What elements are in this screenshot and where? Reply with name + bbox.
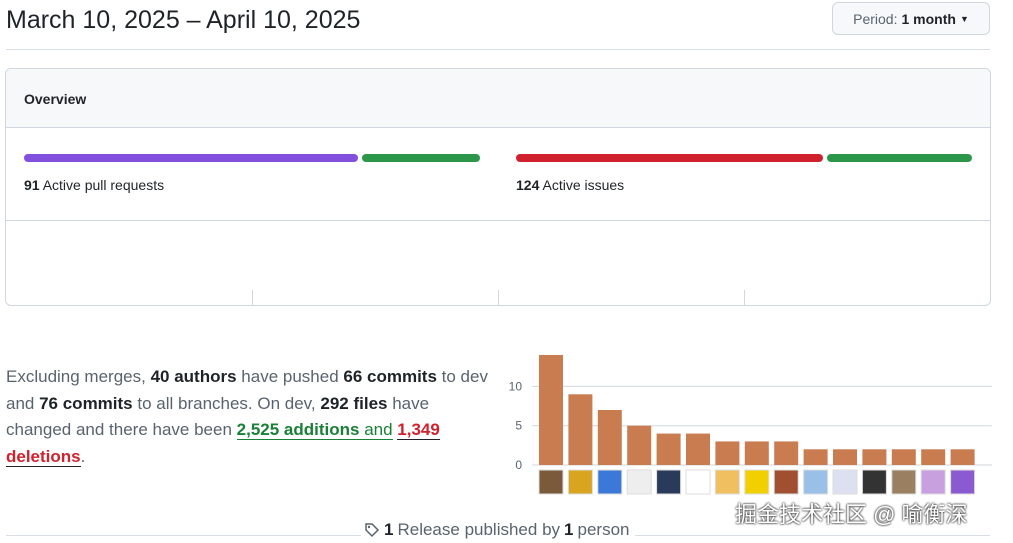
summary-text-part: .	[80, 446, 86, 466]
divider	[6, 535, 361, 536]
summary-highlight: 76 commits	[39, 393, 133, 413]
issue-bar	[516, 154, 972, 162]
avatar	[950, 469, 976, 495]
release-count: 1	[564, 520, 574, 539]
summary-text-part: have changed and there have been	[6, 393, 430, 440]
avatar	[538, 469, 564, 495]
avatar	[714, 469, 740, 495]
avatar	[597, 469, 623, 495]
avatar	[832, 469, 858, 495]
tag-icon	[365, 523, 380, 538]
avatar	[891, 469, 917, 495]
bar-segment	[24, 154, 358, 162]
issue-summary: 124 Active issues	[516, 177, 624, 193]
avatar	[744, 469, 770, 495]
bar	[862, 449, 887, 465]
stat-cell: 84Closed issues	[498, 290, 744, 305]
commit-chart: 0 5 10	[509, 355, 992, 495]
bar	[597, 410, 622, 465]
avatar	[685, 469, 711, 495]
summary-highlight: 66 commits	[343, 367, 437, 386]
bar-segment	[826, 154, 972, 162]
bar	[568, 394, 593, 465]
bar	[686, 433, 710, 465]
pr-summary: 91 Active pull requests	[24, 177, 164, 193]
bar	[627, 425, 652, 465]
avatar	[861, 469, 887, 495]
period-value: 1 month	[901, 10, 956, 27]
bar	[656, 433, 681, 465]
summary-highlight: 1,349 deletions	[6, 420, 440, 467]
summary-text-part: have pushed	[236, 367, 344, 386]
bar	[891, 449, 916, 465]
period-label: Period:	[853, 10, 898, 27]
y-tick-label: 5	[515, 419, 522, 433]
bar	[744, 441, 769, 465]
bar	[921, 449, 946, 465]
release-line: 1 Release published by 1 person	[364, 520, 629, 540]
stat-cell: 24Open pull requests	[252, 290, 498, 305]
summary-highlight: 40 authors	[150, 367, 237, 386]
bar-segment	[516, 154, 823, 162]
summary-text-part: to all branches. On dev,	[132, 393, 321, 413]
caret: ▼	[959, 13, 969, 24]
release-text: person	[577, 520, 630, 539]
stat-cell: 67Merged pull requests	[6, 290, 252, 305]
pr-label: Active pull requests	[42, 177, 165, 193]
y-tick-label: 0	[515, 458, 522, 472]
period-button[interactable]: Period: 1 month ▼	[832, 2, 990, 35]
overview-title: Overview	[6, 69, 990, 128]
bar-segment	[361, 154, 480, 162]
pr-count: 91	[24, 177, 40, 193]
watermark: 掘金技术社区 @ 喻衡深	[735, 502, 968, 527]
bar	[715, 441, 740, 465]
pr-bar	[24, 154, 480, 162]
date-range-title: March 10, 2025 – April 10, 2025	[6, 6, 361, 34]
divider	[6, 49, 990, 50]
release-count: 1	[384, 520, 394, 539]
bar	[539, 355, 563, 465]
summary-text-part: Excluding merges,	[6, 367, 151, 386]
bar	[803, 449, 828, 465]
bar	[833, 449, 857, 465]
summary-text-part: to dev and	[6, 367, 488, 413]
bar	[774, 441, 799, 465]
avatar	[567, 469, 593, 495]
issue-count: 124	[516, 177, 540, 193]
stat-cell: 40New issues	[744, 290, 990, 305]
y-tick-label: 10	[509, 379, 523, 393]
divider	[6, 220, 990, 221]
avatar	[626, 469, 652, 495]
bar	[950, 449, 975, 465]
summary-text: Excluding merges, 40 authors have pushed…	[6, 364, 498, 470]
divider	[635, 535, 990, 536]
avatar	[773, 469, 799, 495]
avatar	[656, 469, 682, 495]
summary-highlight: 292 files	[320, 393, 388, 413]
overview-box: Overview 91 Active pull requests 124 Act…	[5, 68, 991, 306]
summary-highlight: 2,525 additions and	[236, 420, 393, 440]
avatar	[803, 469, 829, 495]
release-text: Release published by	[397, 520, 561, 539]
avatar	[920, 469, 946, 495]
issue-label: Active issues	[542, 177, 625, 193]
